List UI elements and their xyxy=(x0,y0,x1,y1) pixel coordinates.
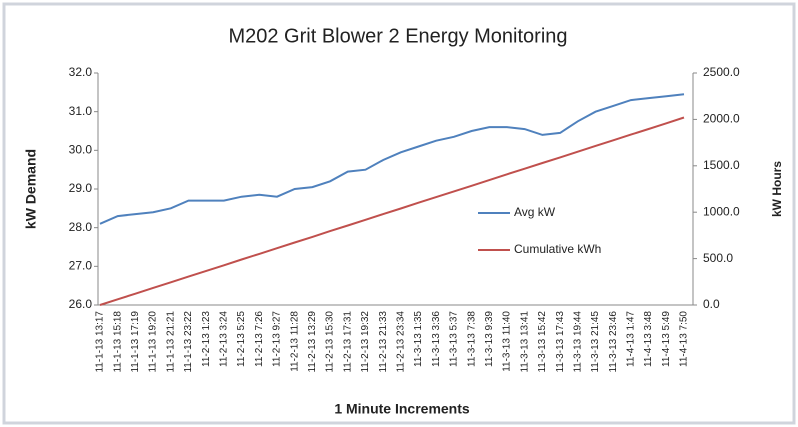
y2-tick-label: 2500.0 xyxy=(703,65,740,79)
x-tick-label: 11-3-13 1:35 xyxy=(413,311,424,367)
x-axis-title: 1 Minute Increments xyxy=(334,401,470,417)
y2-tick-label: 1000.0 xyxy=(703,204,740,218)
x-tick-label: 11-2-13 13:29 xyxy=(307,311,318,373)
x-tick-label: 11-2-13 5:25 xyxy=(236,311,247,367)
y-tick-label: 32.0 xyxy=(69,65,93,79)
x-tick-label: 11-2-13 19:32 xyxy=(360,311,371,373)
y2-tick-label: 2000.0 xyxy=(703,112,740,126)
y-tick-label: 26.0 xyxy=(69,297,93,311)
x-tick-label: 11-3-13 11:40 xyxy=(502,311,513,372)
x-tick-label: 11-2-13 3:24 xyxy=(219,311,230,367)
x-tick-label: 11-2-13 21:33 xyxy=(378,311,389,373)
y2-tick-label: 0.0 xyxy=(703,297,720,311)
x-tick-label: 11-3-13 19:44 xyxy=(572,311,583,373)
chart-title: M202 Grit Blower 2 Energy Monitoring xyxy=(228,25,567,47)
x-tick-label: 11-3-13 15:42 xyxy=(537,311,548,373)
x-tick-label: 11-1-13 21:21 xyxy=(165,311,176,373)
x-tick-label: 11-2-13 9:27 xyxy=(272,311,283,367)
y-tick-label: 29.0 xyxy=(69,181,93,195)
y-axis-title: kW Demand xyxy=(23,149,39,229)
legend-label: Avg kW xyxy=(514,205,556,219)
x-tick-label: 11-2-13 11:28 xyxy=(289,311,300,372)
x-tick-label: 11-1-13 23:22 xyxy=(183,311,194,373)
x-tick-label: 11-4-13 7:50 xyxy=(679,311,690,367)
x-tick-label: 11-1-13 17:19 xyxy=(130,311,141,373)
y-tick-label: 30.0 xyxy=(69,143,93,157)
x-tick-label: 11-4-13 5:49 xyxy=(661,311,672,367)
x-tick-label: 11-3-13 7:38 xyxy=(466,311,477,367)
legend-label: Cumulative kWh xyxy=(514,242,601,256)
x-tick-label: 11-4-13 3:48 xyxy=(643,311,654,367)
y2-axis-title: kW Hours xyxy=(770,161,784,217)
x-tick-label: 11-4-13 1:47 xyxy=(626,311,637,367)
y-tick-label: 28.0 xyxy=(69,220,93,234)
x-tick-label: 11-1-13 19:20 xyxy=(148,311,159,373)
x-tick-label: 11-3-13 3:36 xyxy=(431,311,442,367)
y-tick-label: 27.0 xyxy=(69,259,93,273)
y-tick-label: 31.0 xyxy=(69,104,93,118)
x-tick-label: 11-3-13 17:43 xyxy=(555,311,566,373)
y2-tick-label: 500.0 xyxy=(703,251,733,265)
x-tick-label: 11-2-13 1:23 xyxy=(201,311,212,367)
x-tick-label: 11-2-13 17:31 xyxy=(342,311,353,373)
x-tick-label: 11-1-13 15:18 xyxy=(112,311,123,373)
x-tick-label: 11-3-13 21:45 xyxy=(590,311,601,373)
x-tick-label: 11-2-13 15:30 xyxy=(325,311,336,373)
x-tick-label: 11-2-13 23:34 xyxy=(395,311,406,373)
series-line xyxy=(99,116,685,306)
x-tick-label: 11-3-13 23:46 xyxy=(608,311,619,373)
series-line xyxy=(99,93,685,225)
x-tick-label: 11-3-13 13:41 xyxy=(519,311,530,373)
x-tick-label: 11-3-13 9:39 xyxy=(484,311,495,367)
x-tick-label: 11-2-13 7:26 xyxy=(254,311,265,367)
x-tick-label: 11-1-13 13:17 xyxy=(95,311,106,373)
y2-tick-label: 1500.0 xyxy=(703,158,740,172)
x-tick-label: 11-3-13 5:37 xyxy=(449,311,460,367)
